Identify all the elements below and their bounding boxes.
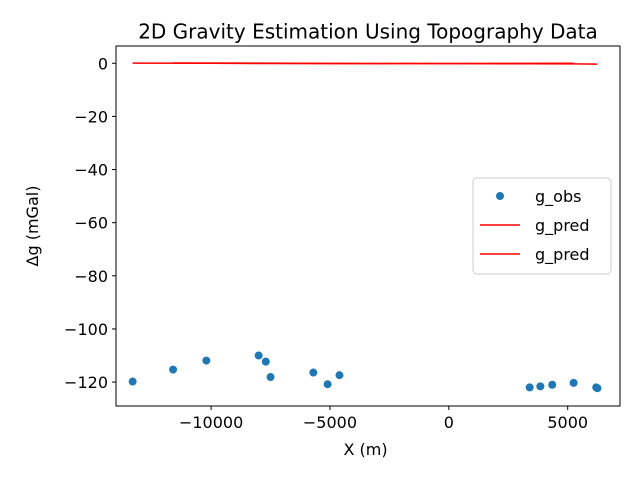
chart-title: 2D Gravity Estimation Using Topography D…	[138, 20, 598, 44]
obs-point	[202, 356, 211, 365]
y-axis-label: Δg (mGal)	[23, 186, 42, 267]
y-tick-label: −60	[74, 214, 108, 233]
obs-point	[593, 384, 602, 393]
y-tick-label: −100	[64, 320, 108, 339]
obs-point	[335, 371, 344, 380]
obs-point	[128, 377, 137, 386]
obs-point	[254, 351, 263, 360]
obs-point	[323, 380, 332, 389]
x-axis-ticks: −10000 −5000 0 5000	[179, 406, 588, 432]
legend-items: g_obs g_pred g_pred	[480, 187, 590, 265]
obs-point	[261, 357, 270, 366]
x-axis-label: X (m)	[343, 440, 387, 459]
y-tick-label: −40	[74, 161, 108, 180]
legend-label: g_obs	[535, 187, 581, 207]
legend: g_obs g_pred g_pred	[472, 177, 612, 275]
axes-frame	[115, 45, 621, 407]
y-tick-label: −120	[64, 373, 108, 392]
obs-point	[266, 373, 275, 382]
legend-marker-obs	[496, 192, 504, 200]
obs-point	[548, 380, 557, 389]
x-tick-label: −5000	[303, 413, 357, 432]
y-axis-ticks: 0 −20 −40 −60 −80 −100 −120	[64, 54, 116, 392]
y-tick-label: −20	[74, 107, 108, 126]
obs-point	[536, 382, 545, 391]
legend-label: g_pred	[535, 245, 590, 265]
obs-point	[169, 365, 178, 374]
obs-point	[309, 368, 318, 377]
x-tick-label: 0	[444, 413, 454, 432]
pred-line-2	[173, 62, 598, 65]
plot-series	[128, 62, 602, 393]
obs-point	[569, 378, 578, 387]
obs-point	[525, 383, 534, 392]
legend-label: g_pred	[535, 216, 590, 236]
x-tick-label: 5000	[547, 413, 588, 432]
y-tick-label: −80	[74, 267, 108, 286]
legend-box	[472, 177, 612, 275]
x-tick-label: −10000	[179, 413, 243, 432]
y-tick-label: 0	[98, 54, 108, 73]
